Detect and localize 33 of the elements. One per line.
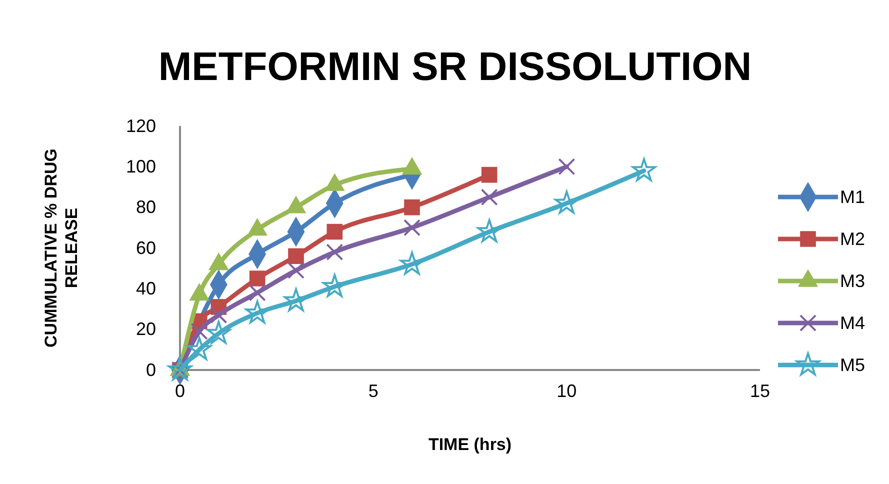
- y-tick-label: 40: [136, 278, 156, 298]
- y-tick-label: 0: [146, 360, 156, 380]
- legend-label: M4: [840, 313, 866, 333]
- point: [326, 244, 344, 261]
- y-tick-label: 20: [136, 319, 156, 340]
- point: [326, 224, 343, 240]
- x-axis-title: TIME (hrs): [428, 435, 512, 454]
- x-tick-label: 15: [750, 380, 770, 401]
- y-tick-label: 100: [126, 156, 156, 176]
- legend-label: M5: [840, 355, 866, 375]
- legend-label: M1: [840, 187, 866, 207]
- point: [481, 166, 498, 183]
- point: [190, 322, 208, 340]
- point: [404, 199, 420, 216]
- chart-title: METFORMIN SR DISSOLUTION: [158, 45, 752, 89]
- point: [480, 188, 498, 206]
- x-tick-label: 5: [368, 380, 378, 401]
- point: [558, 158, 576, 176]
- point: [403, 219, 421, 236]
- legend-label: M2: [840, 229, 866, 249]
- point: [206, 320, 231, 344]
- y-tick-label: 60: [136, 238, 156, 258]
- legend-label: M3: [840, 271, 866, 291]
- point: [249, 270, 266, 286]
- point: [288, 248, 304, 264]
- point: [287, 262, 305, 279]
- y-tick-label: 80: [136, 197, 156, 218]
- y-axis-title: CUMMULATIVE % DRUG RELEASE: [42, 148, 81, 348]
- x-tick-label: 0: [174, 380, 186, 401]
- point: [248, 284, 266, 302]
- point: [210, 306, 228, 324]
- x-tick-label: 10: [556, 380, 577, 401]
- y-tick-label: 120: [126, 116, 156, 136]
